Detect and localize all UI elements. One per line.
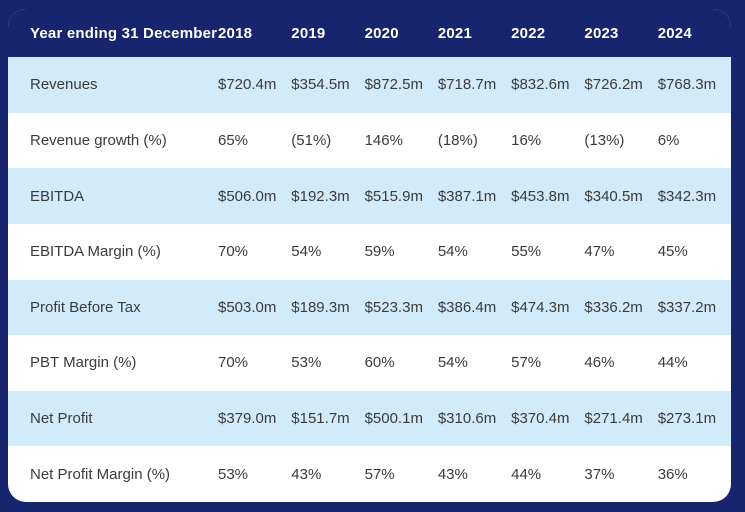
cell-value: 44% — [657, 354, 688, 372]
table-row: Profit Before Tax $503.0m $189.3m $523.3m $3… — [8, 279, 731, 336]
cell-value: $151.7m — [291, 410, 350, 428]
year-column-header: 2020 — [364, 24, 399, 42]
row-label: Profit Before Tax — [30, 298, 141, 316]
cell-value: $310.6m — [437, 410, 497, 428]
cell-value: $474.3m — [511, 298, 570, 316]
cell-value: 43% — [437, 465, 468, 483]
row-label: Revenues — [30, 76, 98, 94]
table-row: Net Profit Margin (%) 53% 43% 57% 43% 44% 37% 3… — [8, 446, 731, 502]
year-column-header: 2023 — [584, 24, 619, 42]
corner-header-label: Year ending 31 December — [30, 24, 218, 42]
cell-value: $515.9m — [364, 187, 423, 205]
table-row: Net Profit $379.0m $151.7m $500.1m $310.6m $3… — [8, 390, 731, 447]
cell-value: 55% — [511, 243, 542, 261]
cell-value: 47% — [584, 243, 615, 261]
cell-value: $720.4m — [218, 76, 277, 94]
cell-value: $768.3m — [657, 76, 717, 94]
cell-value: $718.7m — [437, 76, 497, 94]
cell-value: (51%) — [291, 131, 332, 149]
year-column-header: 2021 — [437, 24, 473, 42]
cell-value: $189.3m — [291, 298, 350, 316]
table-row: Revenues $720.4m $354.5m $872.5m $718.7m $832… — [8, 57, 731, 113]
cell-value: 45% — [657, 243, 688, 261]
cell-value: $503.0m — [218, 298, 277, 316]
cell-value: 57% — [511, 354, 542, 372]
cell-value: $387.1m — [437, 187, 497, 205]
cell-value: 44% — [511, 465, 542, 483]
cell-value: 43% — [291, 465, 322, 483]
cell-value: $271.4m — [584, 410, 643, 428]
row-label: Net Profit — [30, 410, 93, 428]
cell-value: 16% — [511, 131, 542, 149]
year-column-header: 2019 — [291, 24, 326, 42]
cell-value: 70% — [218, 243, 249, 261]
cell-value: 6% — [657, 131, 680, 149]
cell-value: $370.4m — [511, 410, 570, 428]
table-row: EBITDA Margin (%) 70% 54% 59% 54% 55% 47% 45% — [8, 224, 731, 280]
cell-value: 57% — [364, 465, 395, 483]
cell-value: $192.3m — [291, 187, 350, 205]
row-label: Net Profit Margin (%) — [30, 465, 171, 483]
cell-value: $336.2m — [584, 298, 643, 316]
cell-value: $273.1m — [657, 410, 717, 428]
table-header-row: Year ending 31 December 2018 2019 2020 2021 2… — [8, 9, 731, 57]
cell-value: $386.4m — [437, 298, 497, 316]
cell-value: 36% — [657, 465, 688, 483]
cell-value: 54% — [437, 354, 468, 372]
cell-value: 146% — [364, 131, 403, 149]
row-label: EBITDA — [30, 187, 85, 205]
cell-value: 53% — [291, 354, 322, 372]
cell-value: 60% — [364, 354, 395, 372]
cell-value: $342.3m — [657, 187, 717, 205]
cell-value: $500.1m — [364, 410, 423, 428]
cell-value: $453.8m — [511, 187, 570, 205]
table-row: EBITDA $506.0m $192.3m $515.9m $387.1m $453.8… — [8, 168, 731, 224]
cell-value: $726.2m — [584, 76, 643, 94]
cell-value: $337.2m — [657, 298, 717, 316]
cell-value: $340.5m — [584, 187, 643, 205]
cell-value: $872.5m — [364, 76, 423, 94]
cell-value: 54% — [291, 243, 322, 261]
row-label: EBITDA Margin (%) — [30, 243, 161, 261]
cell-value: $523.3m — [364, 298, 423, 316]
cell-value: 53% — [218, 465, 249, 483]
cell-value: 46% — [584, 354, 615, 372]
cell-value: 70% — [218, 354, 249, 372]
cell-value: (13%) — [584, 131, 625, 149]
financial-table-card: Year ending 31 December 2018 2019 2020 2021 2… — [8, 9, 731, 502]
row-label: PBT Margin (%) — [30, 354, 137, 372]
table-row: PBT Margin (%) 70% 53% 60% 54% 57% 46% 44% — [8, 335, 731, 391]
table-row: Revenue growth (%) 65% (51%) 146% (18%) 16% (1… — [8, 113, 731, 169]
cell-value: 54% — [437, 243, 468, 261]
year-column-header: 2018 — [218, 24, 253, 42]
cell-value: $379.0m — [218, 410, 277, 428]
cell-value: 65% — [218, 131, 249, 149]
year-column-header: 2022 — [511, 24, 546, 42]
cell-value: $354.5m — [291, 76, 350, 94]
year-column-header: 2024 — [657, 24, 692, 42]
cell-value: $832.6m — [511, 76, 570, 94]
cell-value: 37% — [584, 465, 615, 483]
cell-value: 59% — [364, 243, 395, 261]
cell-value: $506.0m — [218, 187, 277, 205]
row-label: Revenue growth (%) — [30, 131, 167, 149]
cell-value: (18%) — [437, 131, 478, 149]
